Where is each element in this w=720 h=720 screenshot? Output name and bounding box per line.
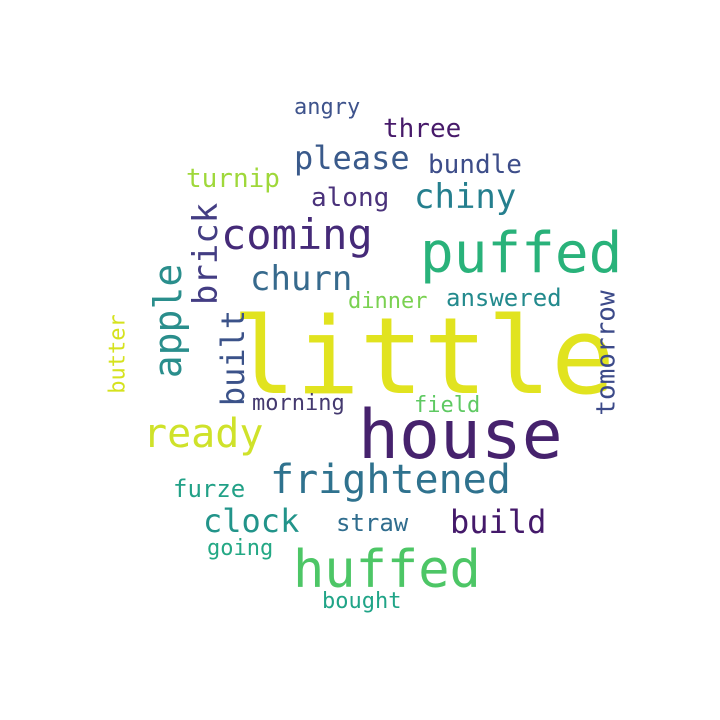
word-huffed: huffed — [293, 540, 481, 600]
word-apple: apple — [146, 263, 191, 379]
word-straw: straw — [336, 509, 409, 537]
word-going: going — [207, 536, 274, 561]
word-chiny: chiny — [414, 177, 517, 217]
word-please: please — [294, 139, 410, 177]
word-tomorrow: tomorrow — [591, 290, 622, 416]
word-coming: coming — [221, 210, 373, 259]
word-angry: angry — [294, 95, 361, 120]
word-clock: clock — [203, 502, 300, 540]
word-dinner: dinner — [348, 289, 428, 314]
word-build: build — [450, 503, 547, 541]
word-turnip: turnip — [186, 164, 280, 194]
word-ready: ready — [143, 411, 264, 457]
word-house: house — [358, 396, 563, 475]
word-little: little — [232, 295, 615, 418]
word-built: built — [214, 309, 253, 407]
word-field: field — [414, 393, 481, 418]
word-three: three — [383, 114, 462, 144]
word-along: along — [311, 183, 390, 213]
word-morning: morning — [252, 391, 345, 416]
word-bundle: bundle — [428, 150, 522, 180]
word-bought: bought — [322, 589, 402, 614]
word-churn: churn — [250, 259, 353, 299]
word-answered: answered — [446, 284, 562, 312]
word-butter: butter — [105, 314, 131, 394]
word-brick: brick — [186, 202, 227, 306]
word-frightened: frightened — [270, 457, 511, 503]
word-puffed: puffed — [420, 221, 623, 286]
word-furze: furze — [173, 475, 246, 503]
